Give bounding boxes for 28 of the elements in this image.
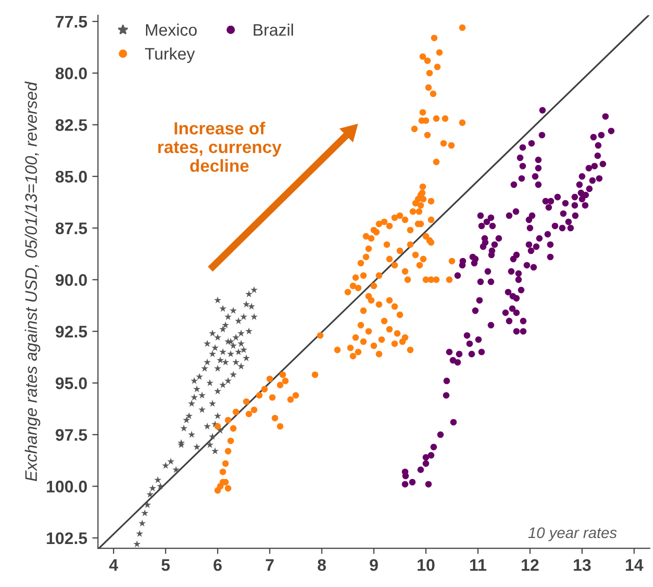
legend-label: Brazil [254, 24, 293, 36]
y-tick-label: 95.0 [56, 377, 87, 390]
y-tick-label: 82.5 [56, 119, 88, 131]
x-tick-label: 13 [574, 559, 591, 571]
x-tick-label: 7 [266, 559, 274, 571]
x-tick-label: 12 [522, 559, 539, 571]
x-tick-label: 10 [418, 559, 434, 571]
x-tick-label: 4 [109, 559, 118, 571]
y-tick-label: 102.5 [46, 532, 88, 544]
y-axis-title: Exchange rates against USD, 05/01/13=100, reversed [24, 81, 40, 482]
y-tick-label: 85.0 [56, 170, 87, 183]
x-tick-label: 8 [318, 559, 326, 571]
y-tick-label: 77.5 [56, 16, 88, 28]
y-tick-label: 92.5 [56, 326, 88, 338]
y-tick-label: 90.0 [56, 274, 87, 286]
x-tick-label: 9 [370, 559, 378, 571]
y-tick-label: 80.0 [56, 68, 87, 80]
x-tick-label: 14 [626, 559, 644, 571]
y-tick-label: 100.0 [46, 480, 87, 492]
annotation: Increase of rates, currency decline [158, 122, 282, 172]
x-tick-label: 11 [470, 559, 486, 571]
x-tick-label: 6 [214, 559, 222, 571]
x-axis-title: 10 year rates [528, 527, 617, 542]
y-tick-label: 87.5 [56, 222, 88, 234]
legend-label: Turkey [144, 47, 195, 63]
legend-label: Mexico [146, 24, 197, 36]
y-tick-label: 97.5 [56, 429, 88, 441]
x-tick-label: 5 [162, 559, 170, 571]
